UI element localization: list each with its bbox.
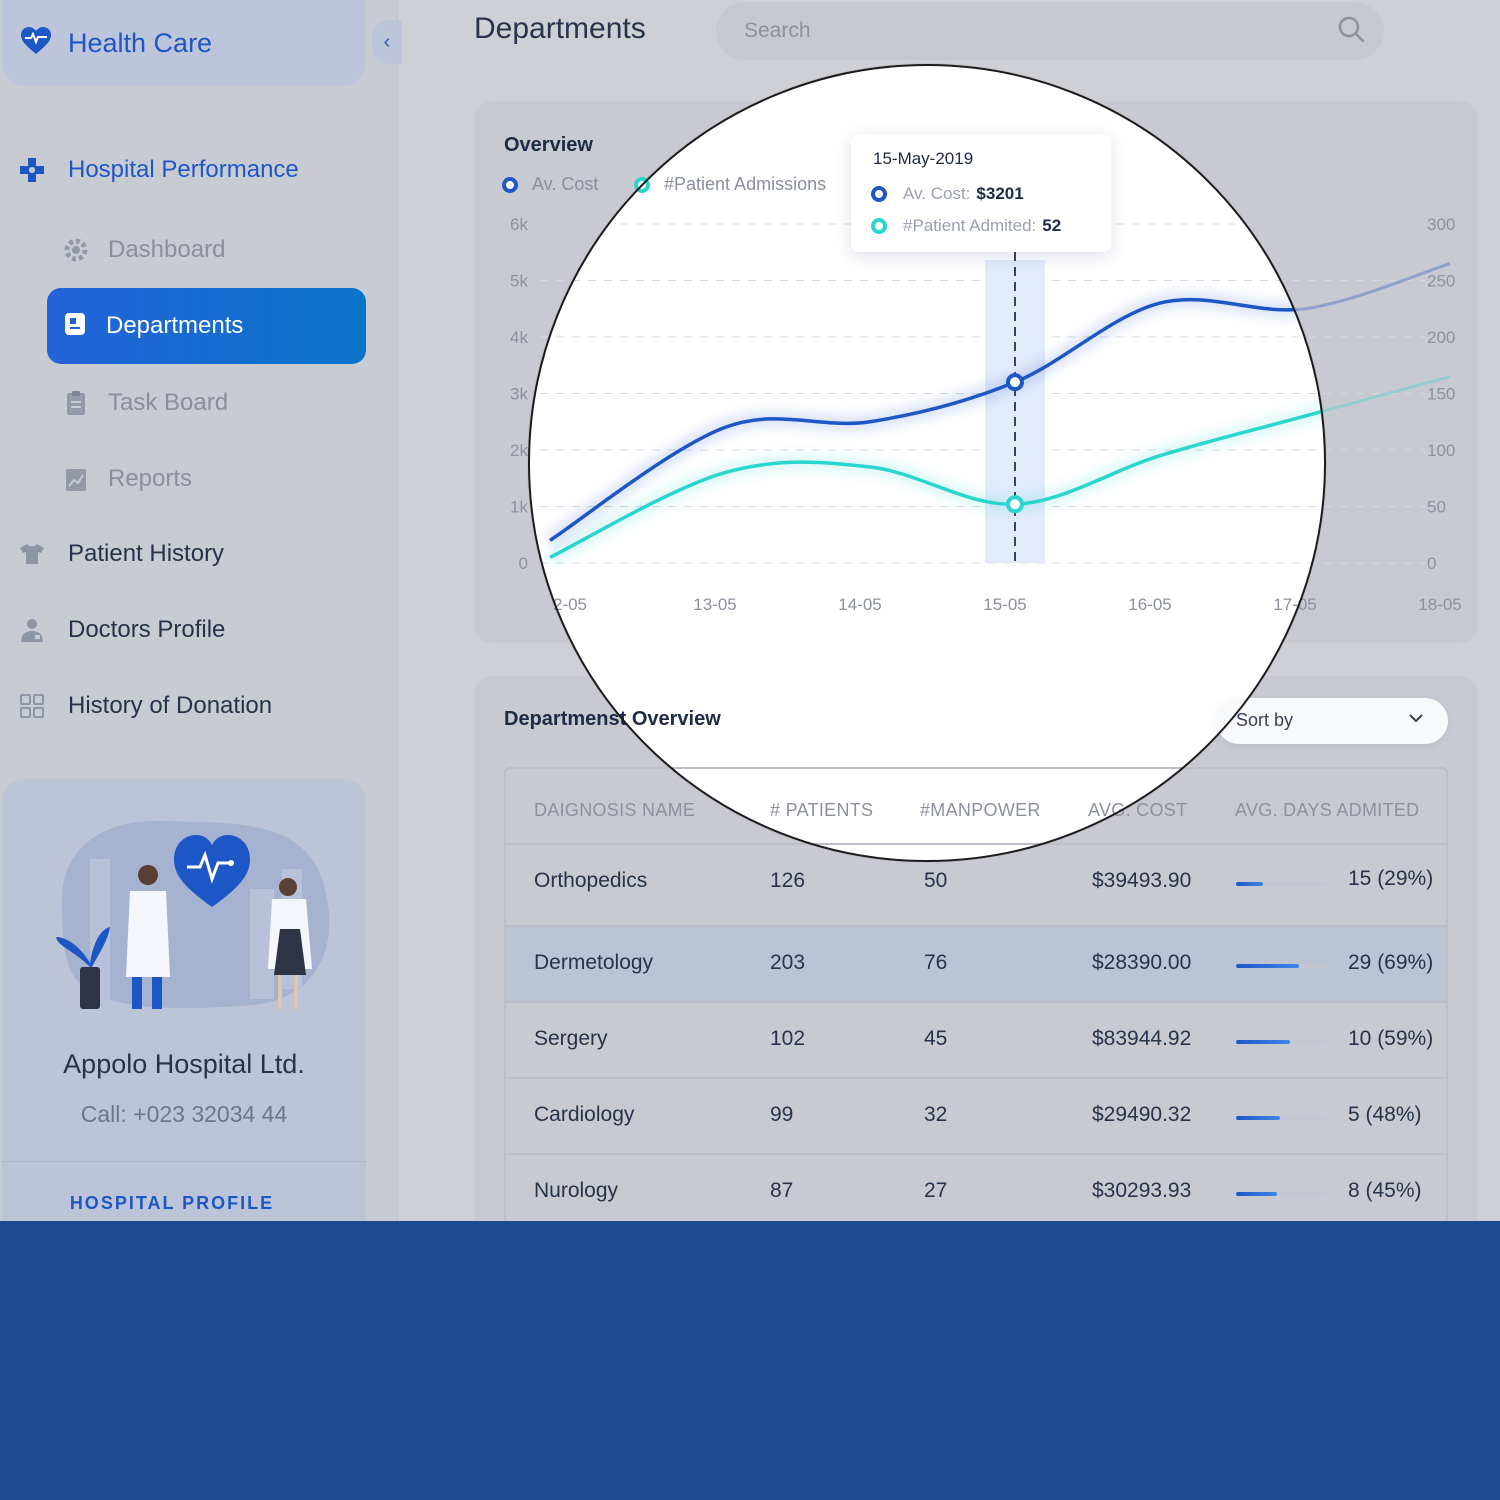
cell-name: Cardiology — [534, 1103, 635, 1126]
medical-cross-icon — [18, 156, 46, 184]
days-progress-bar — [1236, 1192, 1328, 1196]
nav-history-of-donation[interactable]: History of Donation — [18, 692, 272, 720]
sidebar: Health Care ‹ Hospital Performance Dashb… — [0, 0, 402, 1221]
nav-task-board[interactable]: Task Board — [62, 389, 228, 417]
hospital-name: Appolo Hospital Ltd. — [63, 1049, 305, 1079]
cell-name: Sergery — [534, 1027, 608, 1050]
brand-name: Health Care — [68, 27, 213, 58]
cell-days: 8 (45%) — [1348, 1179, 1422, 1202]
cell-cost: $83944.92 — [1092, 1027, 1192, 1050]
nav-label: Departments — [106, 312, 244, 339]
cell-manpower: 76 — [924, 951, 948, 974]
brand[interactable]: Health Care — [2, 0, 366, 86]
cell-patients: 102 — [770, 1027, 806, 1050]
shirt-icon — [18, 540, 46, 568]
nav-label: Doctors Profile — [68, 616, 226, 643]
grid-icon — [18, 692, 46, 720]
legend-dot — [502, 176, 518, 193]
cell-manpower: 45 — [924, 1027, 948, 1050]
id-card-icon — [62, 311, 88, 342]
nav-label: Reports — [108, 465, 193, 492]
nav-label: Patient History — [68, 540, 225, 567]
nav-label: History of Donation — [68, 692, 273, 719]
cell-cost: $28390.00 — [1092, 951, 1192, 974]
table-row[interactable]: Cardiology 99 32 $29490.32 5 (48%) — [506, 1077, 1446, 1153]
search-placeholder: Search — [744, 19, 811, 42]
cell-days: 29 (69%) — [1348, 951, 1434, 974]
hospital-profile-link[interactable]: HOSPITAL PROFILE — [69, 1193, 275, 1213]
nav-patient-history[interactable]: Patient History — [18, 540, 224, 568]
days-progress-fill — [1236, 1040, 1291, 1044]
column-header-diagnosis[interactable]: DAIGNOSIS NAME — [534, 800, 696, 820]
divider — [2, 1161, 366, 1162]
sort-by-dropdown[interactable]: Sort by — [1216, 698, 1448, 744]
cell-days: 15 (29%) — [1348, 867, 1434, 890]
nav-dashboard[interactable]: Dashboard — [62, 236, 225, 264]
heart-pulse-icon — [20, 26, 52, 61]
doctors-illustration — [56, 820, 330, 1009]
nav-label: Task Board — [108, 389, 229, 416]
overview-title: Overview — [504, 134, 593, 156]
app-window: Health Care ‹ Hospital Performance Dashb… — [0, 0, 1500, 1221]
column-header-avg-days[interactable]: AVG. DAYS ADMITED — [1235, 800, 1420, 820]
search-icon[interactable] — [1336, 14, 1366, 49]
nav-doctors-profile[interactable]: Doctors Profile — [18, 616, 225, 644]
table-row[interactable]: Nurology 87 27 $30293.93 8 (45%) — [506, 1153, 1446, 1221]
table-row[interactable]: Dermetology 203 76 $28390.00 29 (69%) — [506, 925, 1446, 1001]
nav-reports[interactable]: Reports — [62, 465, 192, 493]
hospital-phone: Call: +023 32034 44 — [80, 1101, 288, 1127]
cell-manpower: 32 — [924, 1103, 948, 1126]
days-progress-fill — [1236, 882, 1263, 886]
cell-cost: $39493.90 — [1092, 869, 1192, 892]
magnifier-lens — [528, 64, 1326, 862]
cell-patients: 203 — [770, 951, 806, 974]
chevron-down-icon — [1406, 708, 1426, 733]
search-input[interactable]: Search — [716, 2, 1384, 60]
cell-name: Dermetology — [534, 951, 654, 974]
cell-cost: $29490.32 — [1092, 1103, 1192, 1126]
cell-patients: 126 — [770, 869, 806, 892]
doctor-icon — [18, 616, 46, 644]
days-progress-fill — [1236, 1116, 1281, 1120]
cell-cost: $30293.93 — [1092, 1179, 1192, 1202]
hospital-profile-card: Appolo Hospital Ltd. Call: +023 32034 44… — [2, 779, 366, 1221]
days-progress-bar — [1236, 1040, 1328, 1044]
days-progress-fill — [1236, 1192, 1278, 1196]
gear-icon — [62, 236, 90, 264]
cell-patients: 87 — [770, 1179, 794, 1202]
sort-by-label: Sort by — [1236, 710, 1294, 730]
nav-hospital-performance[interactable]: Hospital Performance — [18, 156, 299, 184]
cell-name: Orthopedics — [534, 869, 648, 892]
cell-manpower: 50 — [924, 869, 948, 892]
page-title: Departments — [474, 12, 646, 45]
cell-days: 5 (48%) — [1348, 1103, 1422, 1126]
chevron-left-icon: ‹ — [383, 30, 391, 53]
table-row[interactable]: Sergery 102 45 $83944.92 10 (59%) — [506, 1001, 1446, 1077]
cell-name: Nurology — [534, 1179, 619, 1202]
clipboard-icon — [62, 389, 90, 417]
cell-days: 10 (59%) — [1348, 1027, 1434, 1050]
days-progress-fill — [1236, 964, 1300, 968]
bottom-band — [0, 1221, 1500, 1500]
legend-label: Av. Cost — [532, 174, 599, 194]
report-chart-icon — [62, 465, 90, 493]
nav-label: Dashboard — [108, 236, 226, 263]
legend-av-cost[interactable]: Av. Cost — [502, 174, 598, 195]
nav-label: Hospital Performance — [68, 156, 299, 183]
collapse-sidebar-button[interactable]: ‹ — [372, 20, 402, 64]
days-progress-bar — [1236, 1116, 1328, 1120]
nav-departments[interactable]: Departments — [47, 288, 366, 364]
days-progress-bar — [1236, 882, 1328, 886]
cell-manpower: 27 — [924, 1179, 948, 1202]
cell-patients: 99 — [770, 1103, 794, 1126]
days-progress-bar — [1236, 964, 1328, 968]
